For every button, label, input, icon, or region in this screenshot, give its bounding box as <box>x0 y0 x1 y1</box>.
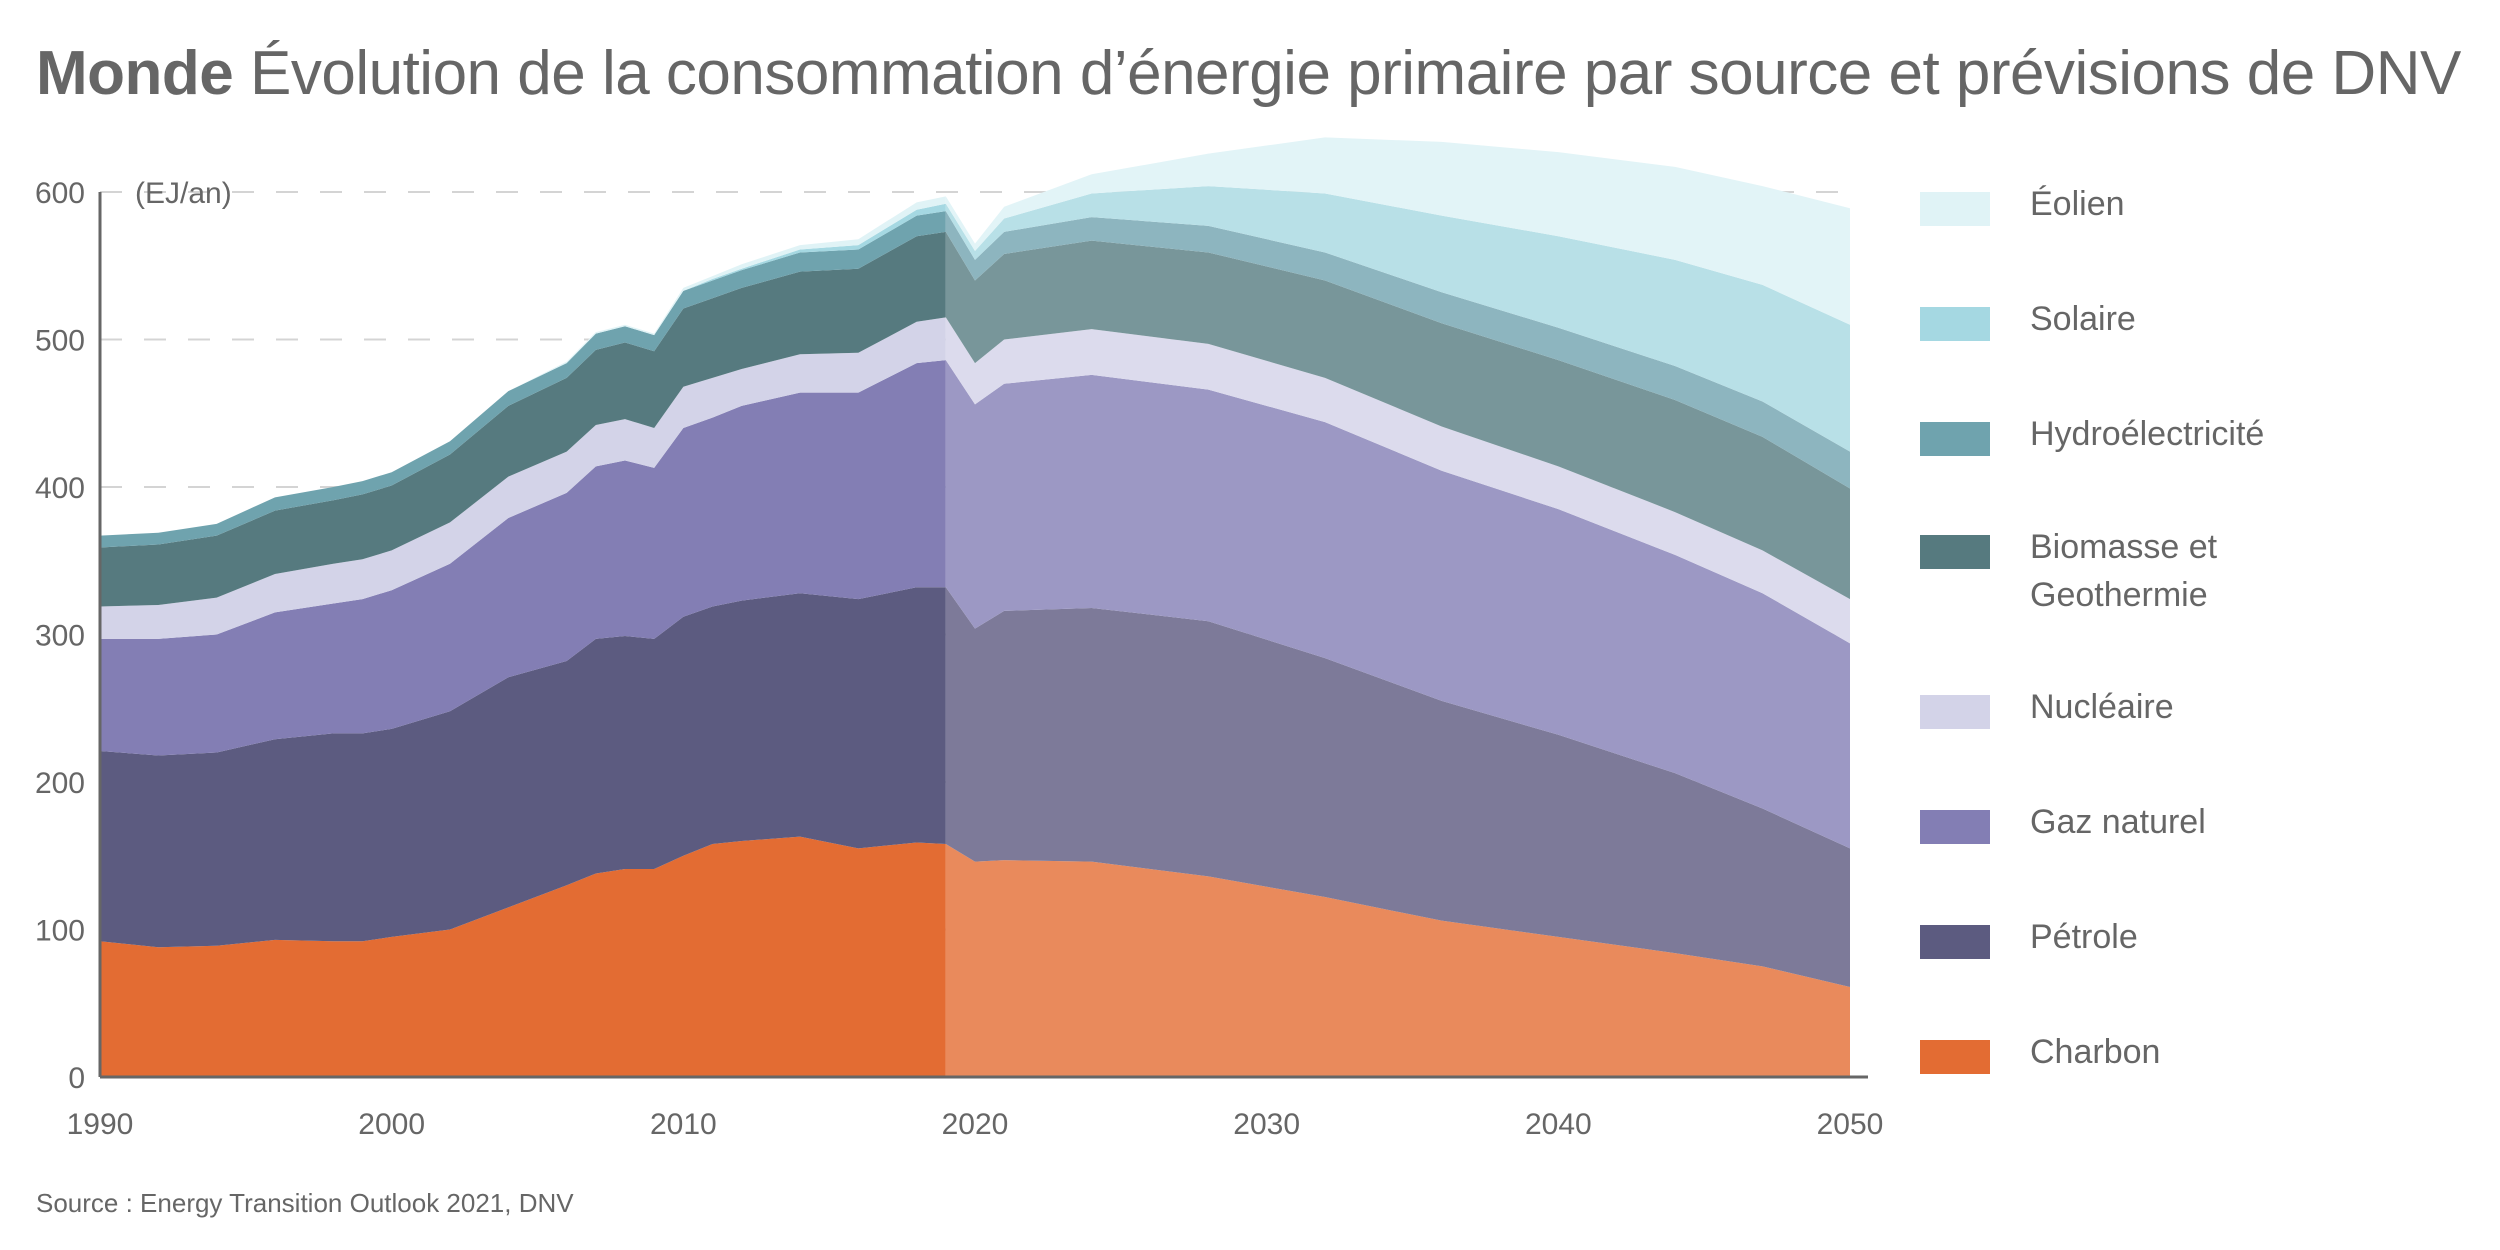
legend-swatch-gaz <box>1920 810 1990 844</box>
legend-label-petrole: Pétrole <box>2030 918 2138 956</box>
y-tick-label: 600 <box>35 177 85 210</box>
x-tick-label: 2050 <box>1817 1108 1884 1141</box>
legend-item-charbon: Charbon <box>1920 1028 2330 1076</box>
legend-label-solaire: Solaire <box>2030 300 2136 338</box>
y-tick-label: 100 <box>35 915 85 948</box>
legend-label-charbon: Charbon <box>2030 1033 2161 1071</box>
area-petrole-historical <box>100 587 946 948</box>
legend-item-hydroelectricite: Hydroélectricité <box>1920 410 2330 458</box>
title-text: Évolution de la consommation d’énergie p… <box>249 39 2461 108</box>
legend-item-petrole: Pétrole <box>1920 913 2330 961</box>
x-tick-label: 2000 <box>358 1108 425 1141</box>
legend-item-nucleaire: Nucléaire <box>1920 683 2330 731</box>
y-tick-label: 200 <box>35 767 85 800</box>
title-region: Monde <box>36 39 234 108</box>
legend-swatch-hydroelectricite <box>1920 422 1990 456</box>
legend-label-biomasse: Biomasse et Geothermie <box>2030 528 2218 614</box>
area-nucleaire-forecast <box>945 317 1850 644</box>
x-tick-label: 1990 <box>67 1108 134 1141</box>
area-solaire-forecast <box>945 186 1850 452</box>
legend-label-eolien: Éolien <box>2030 185 2125 223</box>
area-hydroelectricite-forecast <box>945 211 1850 489</box>
axes: 0 100 200 300 400 500 600 1990 2000 2010 2020 2030 2… <box>35 177 1883 1141</box>
area-gaz-naturel-forecast <box>945 360 1850 849</box>
area-eolien-forecast <box>945 137 1850 325</box>
legend-label-hydroelectricite: Hydroélectricité <box>2030 415 2265 453</box>
y-tick-label: 500 <box>35 325 85 358</box>
area-nucleaire-historical <box>100 317 946 639</box>
area-biomasse-et-geothermie-forecast <box>945 231 1850 600</box>
source-note: Source : Energy Transition Outlook 2021,… <box>36 1188 574 1218</box>
x-tick-label: 2020 <box>942 1108 1009 1141</box>
area-charbon-forecast <box>945 843 1850 1077</box>
legend-swatch-petrole <box>1920 925 1990 959</box>
y-tick-label: 300 <box>35 620 85 653</box>
legend-swatch-biomasse <box>1920 535 1990 569</box>
chart-title: Monde Évolution de la consommation d’éne… <box>36 38 2461 109</box>
legend-item-solaire: Solaire <box>1920 295 2330 343</box>
y-unit-label: (EJ/an) <box>135 177 232 210</box>
x-tick-label: 2010 <box>650 1108 717 1141</box>
legend-label-nucleaire: Nucléaire <box>2030 688 2174 726</box>
legend-label-gaz: Gaz naturel <box>2030 803 2206 841</box>
legend-swatch-solaire <box>1920 307 1990 341</box>
area-charbon-historical <box>100 836 946 1077</box>
legend-item-gaz: Gaz naturel <box>1920 798 2330 846</box>
area-gaz-naturel-historical <box>100 360 946 756</box>
y-tick-label: 400 <box>35 472 85 505</box>
area-petrole-forecast <box>945 587 1850 988</box>
legend-swatch-eolien <box>1920 192 1990 226</box>
area-layers <box>100 137 1850 1077</box>
legend-item-eolien: Éolien <box>1920 180 2330 228</box>
y-tick-label: 0 <box>68 1062 85 1095</box>
area-biomasse-et-geothermie-historical <box>100 231 946 607</box>
x-tick-label: 2030 <box>1233 1108 1300 1141</box>
x-tick-label: 2040 <box>1525 1108 1592 1141</box>
legend-item-biomasse: Biomasse et Geothermie <box>1920 523 2330 619</box>
legend-swatch-nucleaire <box>1920 695 1990 729</box>
legend-swatch-charbon <box>1920 1040 1990 1074</box>
